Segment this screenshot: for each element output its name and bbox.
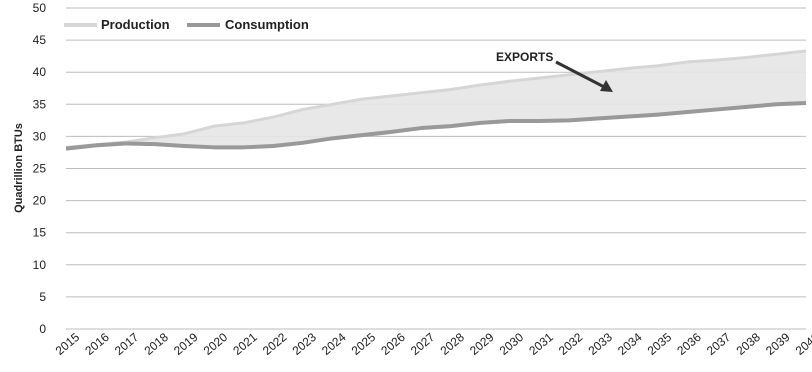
legend: Production Consumption xyxy=(64,17,309,32)
exports-annotation: EXPORTS xyxy=(496,50,613,92)
export-area xyxy=(66,51,806,149)
y-tick-label: 0 xyxy=(39,322,46,336)
x-tick-label: 2023 xyxy=(290,330,320,358)
y-tick-label: 20 xyxy=(33,194,47,208)
y-tick-label: 15 xyxy=(33,226,47,240)
x-tick-label: 2027 xyxy=(408,330,438,358)
x-tick-label: 2040 xyxy=(793,330,812,358)
exports-arrow xyxy=(555,60,611,92)
exports-label: EXPORTS xyxy=(496,50,553,64)
x-tick-label: 2020 xyxy=(201,330,231,358)
x-tick-label: 2024 xyxy=(319,330,349,358)
x-tick-label: 2039 xyxy=(763,330,793,358)
x-tick-label: 2029 xyxy=(467,330,497,358)
x-tick-label: 2032 xyxy=(556,330,586,358)
x-tick-label: 2017 xyxy=(112,330,142,358)
legend-label-production: Production xyxy=(101,17,170,32)
x-tick-label: 2036 xyxy=(674,330,704,358)
series-line-consumption xyxy=(65,101,807,151)
exports-arrowhead-icon xyxy=(600,80,613,92)
y-tick-label: 30 xyxy=(33,129,47,143)
x-tick-label: 2022 xyxy=(260,330,290,358)
x-tick-label: 2037 xyxy=(704,330,734,358)
x-tick-label: 2034 xyxy=(615,330,645,358)
x-axis-ticks: 2015 2016 2017 2018 2019 2020 2021 2022 2023 2024… xyxy=(53,330,812,358)
series-line-production xyxy=(65,49,807,149)
x-tick-label: 2016 xyxy=(82,330,112,358)
x-tick-label: 2019 xyxy=(171,330,201,358)
y-tick-label: 50 xyxy=(33,1,47,15)
y-tick-label: 35 xyxy=(33,97,47,111)
y-tick-label: 25 xyxy=(33,162,47,176)
y-axis-ticks: 0 5 10 15 20 25 30 35 40 45 50 xyxy=(33,1,47,336)
series-lines xyxy=(65,49,807,151)
y-tick-label: 10 xyxy=(33,258,47,272)
x-tick-label: 2021 xyxy=(230,330,260,358)
gridlines xyxy=(66,7,806,330)
x-tick-label: 2025 xyxy=(349,330,379,358)
x-tick-label: 2026 xyxy=(378,330,408,358)
x-tick-label: 2015 xyxy=(53,330,83,358)
y-axis-label: Quadrillion BTUs xyxy=(13,123,25,213)
x-tick-label: 2038 xyxy=(734,330,764,358)
y-tick-label: 45 xyxy=(33,33,47,47)
y-tick-label: 40 xyxy=(33,65,47,79)
x-tick-label: 2018 xyxy=(142,330,172,358)
x-tick-label: 2033 xyxy=(586,330,616,358)
legend-label-consumption: Consumption xyxy=(225,17,309,32)
x-tick-label: 2028 xyxy=(438,330,468,358)
y-tick-label: 5 xyxy=(39,290,46,304)
x-tick-label: 2030 xyxy=(497,330,527,358)
x-tick-label: 2035 xyxy=(645,330,675,358)
x-tick-label: 2031 xyxy=(526,330,556,358)
exports-gap-area xyxy=(66,51,806,149)
